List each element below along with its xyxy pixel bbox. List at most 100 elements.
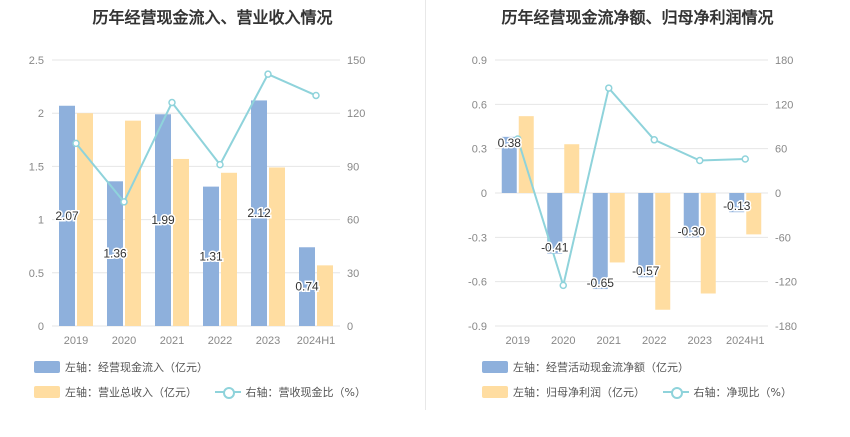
x-tick-label: 2022 bbox=[642, 335, 666, 347]
y-right-tick-label: 30 bbox=[347, 268, 359, 280]
x-tick-label: 2019 bbox=[64, 335, 88, 347]
y-right-tick-label: -120 bbox=[775, 277, 797, 289]
y-right-tick-label: -180 bbox=[775, 321, 797, 333]
y-right-tick-label: 150 bbox=[347, 55, 365, 67]
ratio-point bbox=[559, 281, 567, 290]
bar-value-label: 2.07 bbox=[55, 209, 79, 223]
bar bbox=[77, 113, 93, 326]
y-left-tick-label: 0.6 bbox=[472, 99, 487, 111]
ratio-point bbox=[605, 84, 613, 92]
bar-value-label: -0.57 bbox=[632, 264, 660, 278]
ratio-point bbox=[741, 155, 749, 163]
y-left-tick-label: 0 bbox=[38, 321, 44, 333]
legend-line-icon bbox=[662, 386, 689, 399]
y-right-tick-label: 120 bbox=[347, 108, 365, 120]
bar bbox=[700, 193, 716, 294]
bar bbox=[683, 193, 699, 238]
y-left-tick-label: -0.3 bbox=[468, 232, 487, 244]
x-tick-label: 2019 bbox=[506, 335, 530, 347]
bar-value-label: 1.36 bbox=[103, 247, 127, 261]
legend-label: 右轴：净现比（%） bbox=[693, 386, 792, 399]
ratio-line bbox=[516, 85, 746, 290]
bar bbox=[547, 193, 563, 254]
bar bbox=[501, 136, 517, 193]
bar bbox=[564, 144, 580, 193]
legend-item-net-cash-flow[interactable]: 左轴：经营活动现金流净额（亿元） bbox=[482, 359, 689, 375]
panel-divider bbox=[425, 0, 426, 410]
legend-row-1: 左轴：经营现金流入（亿元） bbox=[34, 359, 222, 376]
ratio-point bbox=[650, 136, 658, 144]
y-right-tick-label: 120 bbox=[775, 99, 793, 111]
x-tick-label: 2020 bbox=[551, 335, 575, 347]
y-left-tick-label: -0.6 bbox=[468, 277, 487, 289]
net-cash-flow-profit-chart: 历年经营现金流净额、归母净利润情况 -0.9 -0.6 -0.3 0 0.3 0.6 0.9… bbox=[425, 0, 850, 437]
bar-value-label: 0.74 bbox=[295, 280, 319, 294]
ratio-line bbox=[75, 72, 317, 204]
legend-row-1: 左轴：经营活动现金流净额（亿元） bbox=[482, 359, 703, 376]
ratio-point bbox=[168, 98, 176, 107]
ratio-point bbox=[120, 198, 128, 206]
bar bbox=[173, 158, 189, 326]
x-tick-label: 2024H1 bbox=[297, 335, 336, 347]
y-left-tick-label: 0.9 bbox=[472, 55, 487, 67]
chart-title: 历年经营现金流净额、归母净利润情况 bbox=[501, 8, 774, 27]
y-left-tick-label: 0.5 bbox=[29, 268, 44, 280]
bar bbox=[638, 193, 654, 278]
x-tick-label: 2024H1 bbox=[726, 335, 765, 347]
bar bbox=[251, 100, 267, 326]
legend-row-2: 左轴：营业总收入（亿元） 右轴：营收现金比（%） bbox=[34, 384, 380, 401]
y-left-tick-label: 2.5 bbox=[29, 55, 44, 67]
bar-value-label: -0.30 bbox=[678, 224, 706, 238]
chart-plot-area: 0 0.5 1 1.5 2 2.5 0 30 60 90 120 150 2019 2020 2021 202… bbox=[29, 55, 366, 347]
legend-item-net-cash-ratio[interactable]: 右轴：净现比（%） bbox=[662, 384, 792, 400]
legend-item-revenue[interactable]: 左轴：营业总收入（亿元） bbox=[34, 384, 197, 400]
y-left-tick-label: 1 bbox=[38, 215, 44, 227]
chart-title: 历年经营现金流入、营业收入情况 bbox=[92, 8, 333, 27]
bar bbox=[746, 193, 762, 235]
legend-item-revenue-cash-ratio[interactable]: 右轴：营收现金比（%） bbox=[214, 384, 366, 400]
chart-plot-area: -0.9-0.6-0.300.30.60.9-180-120-600601201… bbox=[468, 55, 797, 347]
legend-row-2: 左轴：归母净利润（亿元） 右轴：净现比（%） bbox=[482, 384, 806, 401]
ratio-point bbox=[216, 160, 224, 169]
legend-line-icon bbox=[214, 386, 241, 399]
y-right-tick-label: 0 bbox=[775, 188, 781, 200]
x-tick-label: 2023 bbox=[688, 335, 712, 347]
x-tick-label: 2022 bbox=[208, 335, 232, 347]
bar-value-label: 0.38 bbox=[498, 136, 522, 150]
bar bbox=[269, 167, 285, 326]
bar bbox=[655, 193, 671, 310]
legend-item-cash-inflow[interactable]: 左轴：经营现金流入（亿元） bbox=[34, 359, 208, 375]
y-left-tick-label: 0 bbox=[481, 188, 487, 200]
legend-swatch bbox=[482, 386, 508, 398]
cash-inflow-revenue-chart: 历年经营现金流入、营业收入情况 0 0.5 1 1.5 2 2.5 0 30 60 90 120 15… bbox=[29, 8, 380, 401]
ratio-point bbox=[72, 139, 80, 148]
bar-value-label: 2.12 bbox=[247, 206, 271, 220]
y-right-tick-label: -60 bbox=[775, 232, 791, 244]
bar bbox=[107, 181, 123, 326]
bar bbox=[592, 193, 608, 290]
y-right-tick-label: 0 bbox=[347, 321, 353, 333]
ratio-point bbox=[696, 156, 704, 165]
legend-item-net-profit[interactable]: 左轴：归母净利润（亿元） bbox=[482, 384, 645, 400]
bar bbox=[299, 247, 315, 326]
bar bbox=[317, 265, 333, 326]
bar bbox=[203, 186, 219, 326]
bar bbox=[518, 116, 534, 193]
y-left-tick-label: 2 bbox=[38, 108, 44, 120]
bar bbox=[155, 114, 171, 326]
bar bbox=[125, 120, 141, 326]
bar-value-label: -0.13 bbox=[723, 199, 751, 213]
y-right-tick-label: 90 bbox=[347, 161, 359, 173]
x-tick-label: 2023 bbox=[256, 335, 280, 347]
ratio-point bbox=[264, 70, 272, 78]
y-right-tick-label: 180 bbox=[775, 55, 793, 67]
legend-swatch bbox=[34, 361, 60, 373]
bar-value-label: 1.99 bbox=[151, 213, 175, 227]
legend-swatch bbox=[482, 361, 508, 373]
bar bbox=[59, 105, 75, 326]
x-tick-label: 2021 bbox=[597, 335, 621, 347]
legend-swatch bbox=[34, 386, 60, 398]
bar-value-label: -0.41 bbox=[541, 241, 569, 255]
legend-label: 左轴：营业总收入（亿元） bbox=[65, 386, 197, 399]
legend-label: 右轴：营收现金比（%） bbox=[245, 386, 366, 399]
